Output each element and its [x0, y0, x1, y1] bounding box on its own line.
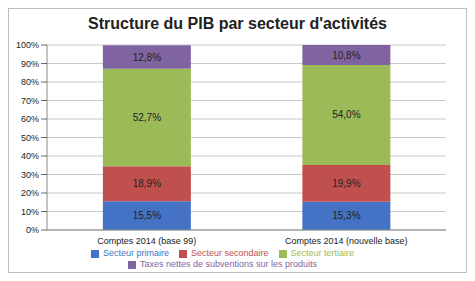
- svg-text:0%: 0%: [26, 225, 39, 235]
- svg-text:60%: 60%: [21, 114, 39, 124]
- html-text:Secteur primaire: Secteur primaire: [102, 248, 169, 258]
- svg-text:18,9%: 18,9%: [133, 178, 161, 189]
- html-text:Secteur tertiaire: Secteur tertiaire: [290, 248, 354, 258]
- svg-text:50%: 50%: [21, 133, 39, 143]
- svg-text:Comptes 2014 (base 99): Comptes 2014 (base 99): [97, 236, 196, 246]
- svg-text:15,3%: 15,3%: [332, 210, 360, 221]
- html-text:Secteur secondaire: Secteur secondaire: [191, 248, 269, 258]
- svg-text:15,5%: 15,5%: [133, 210, 161, 221]
- svg-text:70%: 70%: [21, 96, 39, 106]
- svg-text:10,8%: 10,8%: [332, 50, 360, 61]
- svg-text:52,7%: 52,7%: [133, 112, 161, 123]
- svg-text:Comptes 2014 (nouvelle base): Comptes 2014 (nouvelle base): [285, 236, 408, 246]
- svg-text:10%: 10%: [21, 207, 39, 217]
- svg-text:30%: 30%: [21, 170, 39, 180]
- svg-text:40%: 40%: [21, 151, 39, 161]
- html-text:Taxes nettes de subventions su: Taxes nettes de subventions sur les prod…: [139, 259, 317, 269]
- svg-text:12,8%: 12,8%: [133, 52, 161, 63]
- svg-text:80%: 80%: [21, 77, 39, 87]
- html-text:Structure du PIB par secteur d: Structure du PIB par secteur d'activités: [88, 15, 387, 32]
- svg-text:54,0%: 54,0%: [332, 109, 360, 120]
- svg-text:90%: 90%: [21, 59, 39, 69]
- svg-text:100%: 100%: [16, 41, 39, 50]
- svg-text:19,9%: 19,9%: [332, 178, 360, 189]
- svg-text:20%: 20%: [21, 188, 39, 198]
